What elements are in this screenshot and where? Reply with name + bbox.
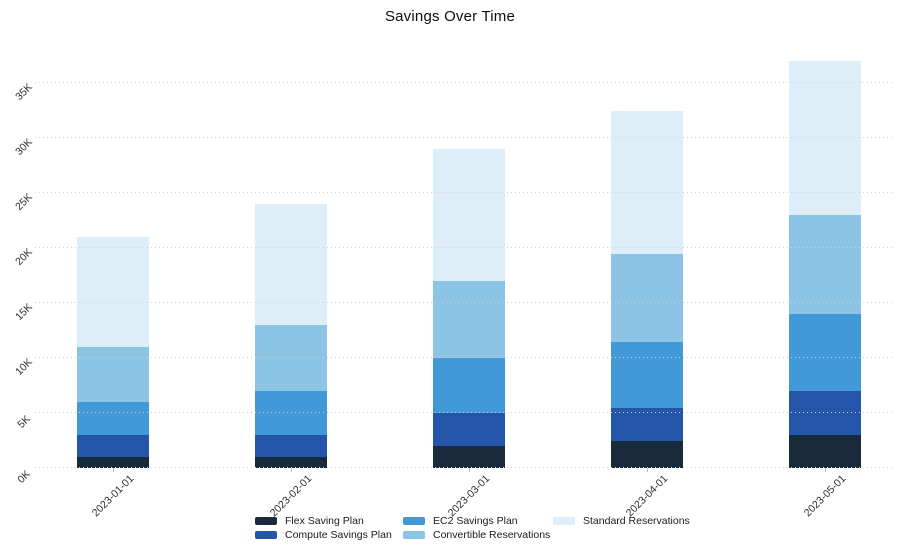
bar-group — [432, 149, 505, 468]
bar-segment[interactable] — [76, 347, 149, 402]
bar-segment[interactable] — [788, 314, 861, 391]
y-axis-label: 15K — [13, 301, 35, 323]
x-axis-label: 2023-05-01 — [801, 472, 848, 520]
gridline — [35, 247, 893, 248]
bar-segment[interactable] — [788, 215, 861, 314]
legend-item[interactable]: EC2 Savings Plan — [403, 514, 553, 527]
gridline — [35, 137, 893, 138]
chart-title: Savings Over Time — [384, 8, 516, 25]
bar-segment[interactable] — [610, 341, 683, 408]
legend-label: Convertible Reservations — [433, 528, 551, 541]
gridline — [35, 357, 893, 358]
bar-segment[interactable] — [432, 149, 505, 281]
legend-swatch — [403, 516, 425, 525]
bar-segment[interactable] — [788, 391, 861, 435]
bar-segment[interactable] — [788, 61, 861, 215]
bar-group — [788, 61, 861, 468]
bar-segment[interactable] — [76, 435, 149, 457]
x-tick — [290, 468, 292, 472]
legend-label: EC2 Savings Plan — [433, 514, 518, 527]
bar-segment[interactable] — [76, 457, 149, 468]
legend-label: Compute Savings Plan — [285, 528, 392, 541]
x-axis-label: 2023-01-01 — [89, 472, 136, 520]
bar-segment[interactable] — [254, 435, 327, 457]
legend-label: Flex Saving Plan — [285, 514, 364, 527]
y-axis-label: 0K — [15, 468, 33, 486]
bar-segment[interactable] — [610, 253, 683, 342]
x-axis-label: 2023-04-01 — [623, 472, 670, 520]
y-axis-label: 30K — [13, 136, 35, 158]
x-tick — [112, 468, 114, 472]
y-axis-label: 5K — [15, 413, 33, 431]
legend-label: Standard Reservations — [583, 514, 690, 527]
bar-segment[interactable] — [76, 237, 149, 347]
x-tick — [646, 468, 648, 472]
legend-item[interactable]: Convertible Reservations — [403, 528, 553, 541]
bar-segment[interactable] — [76, 402, 149, 435]
legend-swatch — [403, 530, 425, 539]
bar-segment[interactable] — [610, 407, 683, 441]
bar-segment[interactable] — [788, 435, 861, 468]
legend-item[interactable]: Flex Saving Plan — [255, 514, 403, 527]
bar-segment[interactable] — [254, 325, 327, 391]
bar-segment[interactable] — [432, 281, 505, 358]
bar-segment[interactable] — [610, 110, 683, 254]
bar-segment[interactable] — [610, 440, 683, 468]
legend-swatch — [553, 516, 575, 525]
bar-segment[interactable] — [432, 446, 505, 468]
x-tick — [468, 468, 470, 472]
y-axis-label: 35K — [13, 81, 35, 103]
legend-column: Standard Reservations — [553, 515, 690, 540]
gridline — [35, 467, 893, 468]
legend-swatch — [255, 516, 277, 525]
legend: Flex Saving Plan Compute Savings Plan EC2 … — [255, 514, 690, 541]
x-tick — [824, 468, 826, 472]
bar-segment[interactable] — [254, 204, 327, 325]
y-axis-label: 20K — [13, 246, 35, 268]
x-axis-label: 2023-03-01 — [445, 472, 492, 520]
y-axis-label: 10K — [13, 356, 35, 378]
bar-segment[interactable] — [254, 457, 327, 468]
bar-segment[interactable] — [432, 358, 505, 413]
bar-segment[interactable] — [254, 391, 327, 435]
bar-group — [76, 237, 149, 468]
bar-group — [610, 110, 683, 468]
legend-swatch — [255, 530, 277, 539]
y-axis-label: 25K — [13, 191, 35, 213]
bar-segment[interactable] — [432, 413, 505, 446]
gridline — [35, 82, 893, 83]
bar-group — [254, 204, 327, 468]
x-axis-label: 2023-02-01 — [267, 472, 314, 520]
gridline — [35, 412, 893, 413]
gridline — [35, 302, 893, 303]
legend-item[interactable]: Compute Savings Plan — [255, 528, 403, 541]
legend-column: Flex Saving Plan Compute Savings Plan — [255, 514, 403, 541]
gridline — [35, 192, 893, 193]
legend-column: EC2 Savings Plan Convertible Reservations — [403, 514, 553, 541]
legend-item[interactable]: Standard Reservations — [553, 514, 690, 527]
